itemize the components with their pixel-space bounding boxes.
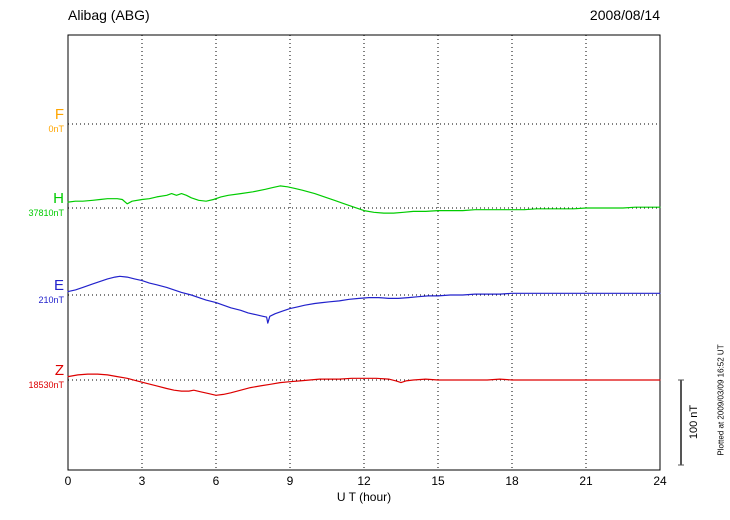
series-label-E: E 210nT [0, 278, 64, 305]
date-label: 2008/08/14 [589, 7, 660, 23]
x-tick-label-21: 21 [579, 474, 593, 488]
station-title: Alibag (ABG) [68, 7, 150, 23]
series-base-value-Z: 18530nT [28, 380, 64, 390]
x-tick-label-15: 15 [431, 474, 445, 488]
x-tick-label-0: 0 [64, 474, 72, 488]
x-tick-label-18: 18 [505, 474, 519, 488]
series-letter-E: E [53, 277, 64, 294]
series-base-value-E: 210nT [38, 295, 64, 305]
x-tick-label-9: 9 [286, 474, 294, 488]
series-letter-F: F [54, 106, 64, 123]
plot-border [67, 34, 661, 471]
series-letter-H: H [53, 190, 64, 207]
series-label-F: F 0nT [0, 107, 64, 134]
x-tick-label-24: 24 [653, 474, 667, 488]
plotted-at-label: Plotted at 2009/03/09 16:52 UT [716, 344, 726, 456]
series-letter-Z: Z [54, 362, 64, 379]
series-label-H: H 37810nT [0, 191, 64, 218]
series-label-Z: Z 18530nT [0, 363, 64, 390]
series-base-value-F: 0nT [48, 124, 64, 134]
trace-Z [67, 373, 661, 396]
x-tick-label-6: 6 [212, 474, 220, 488]
series-base-value-H: 37810nT [28, 208, 64, 218]
trace-E [67, 275, 661, 324]
x-tick-label-3: 3 [138, 474, 146, 488]
x-axis-label: U T (hour) [336, 490, 392, 504]
trace-H [67, 185, 661, 214]
scale-bar-label: 100 nT [688, 404, 700, 440]
x-tick-label-12: 12 [357, 474, 371, 488]
